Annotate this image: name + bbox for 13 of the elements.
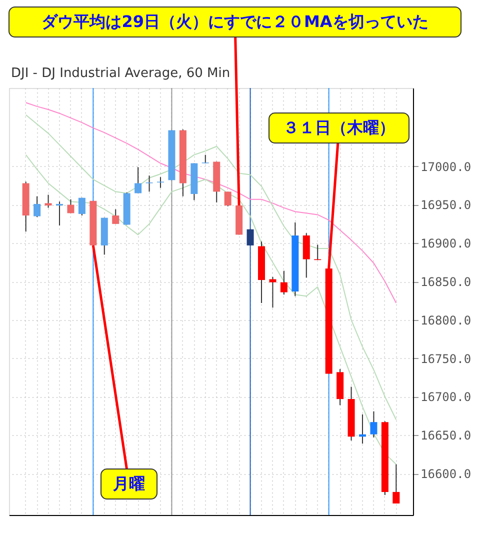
annotation: ３１日（木曜） [283,118,395,137]
text: ダウ平均は29日（火）にすでに２０MAを切っていた [42,12,428,31]
annotation: 月曜 [112,474,145,493]
y-tick-label: 16700.0 [420,390,472,404]
y-tick-label: 16650.0 [420,428,472,443]
y-tick-label: 16750.0 [420,352,472,366]
y-tick-label: 16900.0 [420,236,472,251]
y-tick-label: 16850.0 [420,275,472,290]
y-tick-label: 16600.0 [420,467,472,482]
y-tick-label: 16800.0 [420,313,472,328]
chart-title: DJI - DJ Industrial Average, 60 Min [11,66,230,81]
y-tick-label: 16950.0 [420,198,472,212]
y-tick-label: 17000.0 [420,160,472,174]
